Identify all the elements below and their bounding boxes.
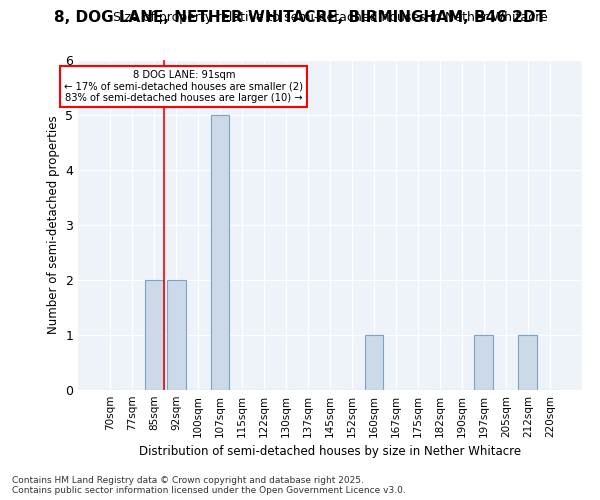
Bar: [145, 280, 164, 390]
Bar: [518, 335, 537, 390]
X-axis label: Distribution of semi-detached houses by size in Nether Whitacre: Distribution of semi-detached houses by …: [139, 446, 521, 458]
Text: 8 DOG LANE: 91sqm
← 17% of semi-detached houses are smaller (2)
83% of semi-deta: 8 DOG LANE: 91sqm ← 17% of semi-detached…: [64, 70, 304, 103]
Text: 8, DOG LANE, NETHER WHITACRE, BIRMINGHAM, B46 2DT: 8, DOG LANE, NETHER WHITACRE, BIRMINGHAM…: [54, 10, 546, 25]
Bar: [365, 335, 383, 390]
Bar: [167, 280, 185, 390]
Bar: [475, 335, 493, 390]
Text: Contains HM Land Registry data © Crown copyright and database right 2025.
Contai: Contains HM Land Registry data © Crown c…: [12, 476, 406, 495]
Title: Size of property relative to semi-detached houses in Nether Whitacre: Size of property relative to semi-detach…: [113, 11, 547, 24]
Bar: [211, 115, 229, 390]
Y-axis label: Number of semi-detached properties: Number of semi-detached properties: [47, 116, 59, 334]
